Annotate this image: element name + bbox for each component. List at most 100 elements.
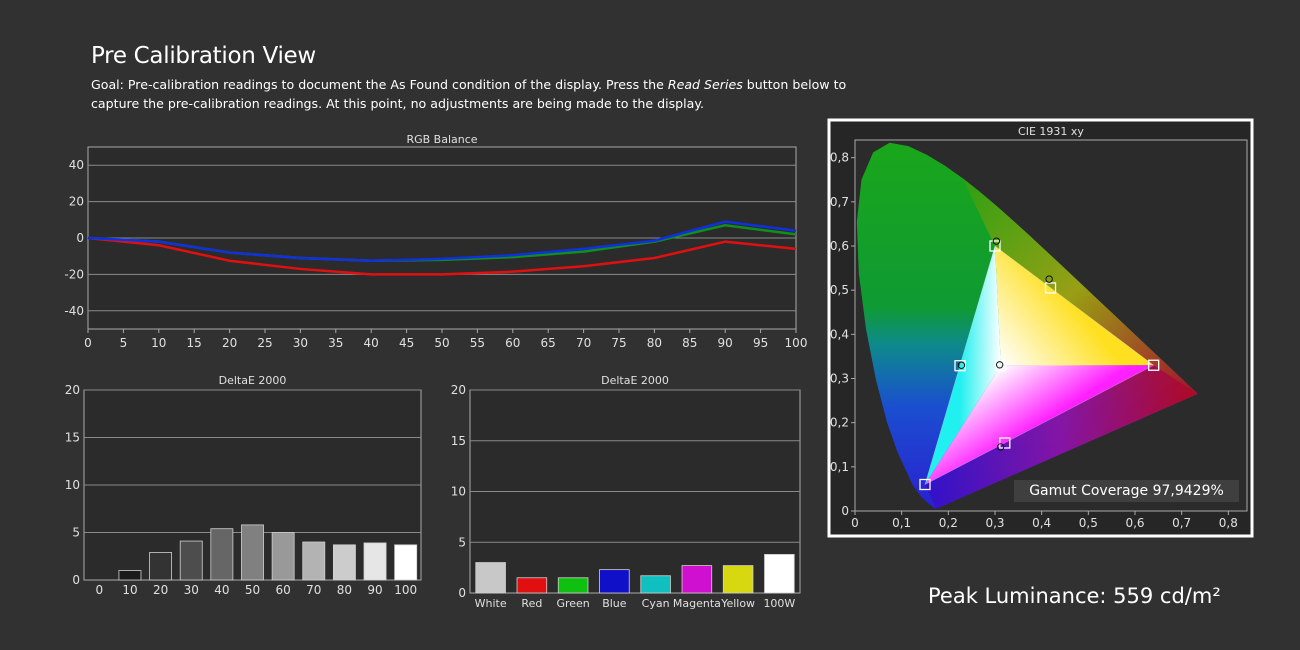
cie-gamut-sector — [925, 246, 1001, 485]
delta-gray-category-label: 90 — [367, 583, 382, 597]
delta-color-bar — [681, 565, 713, 594]
rgb-plot-area — [87, 146, 797, 330]
cie-x-tick: 0,7 — [1172, 516, 1191, 530]
rgb-series-line — [87, 223, 797, 263]
cie-y-tick: 0,7 — [830, 195, 849, 209]
cie-measured-white — [995, 361, 1004, 369]
rgb-series-line — [87, 236, 797, 276]
delta-gray-category-label: 10 — [122, 583, 137, 597]
delta-gray-y-tick: 5 — [72, 526, 80, 540]
delta-color-plot-area — [469, 389, 801, 594]
rgb-x-tick: 100 — [785, 336, 808, 350]
delta-gray-bar — [302, 541, 326, 581]
cie-title: CIE 1931 xy — [1018, 125, 1084, 138]
cie-measured-yellow — [1045, 275, 1053, 283]
delta-gray-bar — [332, 544, 356, 581]
delta-color-category-label: Cyan — [642, 597, 670, 610]
cie-frame — [827, 118, 1254, 538]
delta-gray-plot-area — [83, 389, 422, 581]
delta-color-bar — [599, 569, 630, 594]
page-title: Pre Calibration View — [91, 43, 316, 69]
delta-gray-category-label: 0 — [95, 583, 103, 597]
delta-gray-bar — [149, 552, 173, 581]
delta-gray-category-label: 70 — [306, 583, 321, 597]
cie-y-tick: 0,8 — [830, 151, 849, 165]
delta-gray-category-label: 80 — [337, 583, 352, 597]
delta-color-category-label: White — [475, 597, 507, 610]
cie-x-tick: 0,3 — [985, 516, 1004, 530]
cie-target-cyan — [954, 360, 966, 372]
delta-gray-y-tick: 20 — [65, 383, 80, 397]
cie-x-tick: 0,2 — [939, 516, 958, 530]
rgb-x-tick: 10 — [151, 336, 166, 350]
delta-color-bar — [475, 562, 506, 594]
delta-gray-y-tick: 10 — [65, 478, 80, 492]
delta-color-bar — [557, 577, 589, 594]
rgb-x-tick: 15 — [187, 336, 202, 350]
delta-color-category-label: Magenta — [673, 597, 721, 610]
delta-color-bar — [516, 577, 548, 594]
cie-gamut-triangle — [924, 245, 1155, 486]
delta-color-y-tick: 0 — [458, 586, 466, 600]
delta-gray-bar — [394, 544, 418, 581]
cie-gamut-sector — [925, 365, 1154, 485]
delta-color-category-label: 100W — [763, 597, 795, 610]
delta-color-y-tick: 10 — [451, 485, 466, 499]
cie-target-magenta — [999, 437, 1011, 449]
cie-target-red — [1148, 359, 1160, 371]
rgb-x-tick: 80 — [647, 336, 662, 350]
rgb-x-tick: 55 — [470, 336, 485, 350]
cie-y-tick: 0,6 — [830, 239, 849, 253]
delta-gray-category-label: 60 — [275, 583, 290, 597]
delta-gray-bar — [363, 542, 387, 581]
rgb-y-tick: 20 — [69, 195, 84, 209]
cie-x-tick: 0 — [851, 516, 859, 530]
rgb-x-tick: 45 — [399, 336, 414, 350]
rgb-x-tick: 60 — [505, 336, 520, 350]
delta-color-y-tick: 15 — [451, 434, 466, 448]
rgb-x-tick: 35 — [328, 336, 343, 350]
cie-x-tick: 0,6 — [1125, 516, 1144, 530]
cie-y-tick: 0,2 — [830, 416, 849, 430]
delta-color-bar — [722, 565, 754, 594]
delta-gray-category-label: 20 — [153, 583, 168, 597]
delta-gray-bar — [118, 570, 142, 581]
cie-x-tick: 0,8 — [1219, 516, 1238, 530]
rgb-x-tick: 50 — [434, 336, 449, 350]
gamut-coverage-label: Gamut Coverage 97,9429% — [1014, 480, 1239, 502]
cie-x-tick: 0,1 — [892, 516, 911, 530]
delta-gray-category-label: 100 — [394, 583, 417, 597]
delta-gray-bar — [271, 532, 295, 581]
cie-y-tick: 0,3 — [830, 372, 849, 386]
rgb-y-tick: 40 — [69, 158, 84, 172]
cie-y-tick: 0,5 — [830, 283, 849, 297]
delta-gray-bar — [179, 540, 203, 581]
rgb-series-line — [87, 220, 797, 263]
delta-color-category-label: Green — [556, 597, 589, 610]
cie-measured-magenta — [996, 443, 1005, 451]
cie-measured-cyan — [957, 361, 966, 369]
cie-target-white — [995, 360, 1007, 372]
rgb-x-tick: 75 — [611, 336, 626, 350]
delta-color-category-label: Blue — [602, 597, 627, 610]
rgb-x-tick: 30 — [293, 336, 308, 350]
rgb-x-tick: 65 — [541, 336, 556, 350]
cie-spectral-locus — [856, 142, 1198, 509]
delta-color-category-label: Yellow — [720, 597, 755, 610]
rgb-y-tick: -40 — [64, 304, 84, 318]
delta-gray-category-label: 30 — [184, 583, 199, 597]
peak-luminance-label: Peak Luminance: 559 cd/m² — [928, 584, 1221, 608]
cie-target-yellow — [1044, 282, 1057, 294]
rgb-x-tick: 40 — [364, 336, 379, 350]
cie-plot-area — [854, 139, 1248, 512]
rgb-y-tick: -20 — [64, 267, 84, 281]
rgb-x-tick: 20 — [222, 336, 237, 350]
rgb-x-tick: 5 — [120, 336, 128, 350]
rgb-chart-title: RGB Balance — [406, 133, 477, 146]
delta-gray-bar — [241, 524, 264, 581]
rgb-x-tick: 70 — [576, 336, 591, 350]
cie-y-tick: 0,1 — [830, 460, 849, 474]
goal-text-end: button below to capture the pre-calibrat… — [91, 77, 847, 111]
cie-x-tick: 0,5 — [1079, 516, 1098, 530]
delta-gray-title: DeltaE 2000 — [219, 374, 287, 387]
